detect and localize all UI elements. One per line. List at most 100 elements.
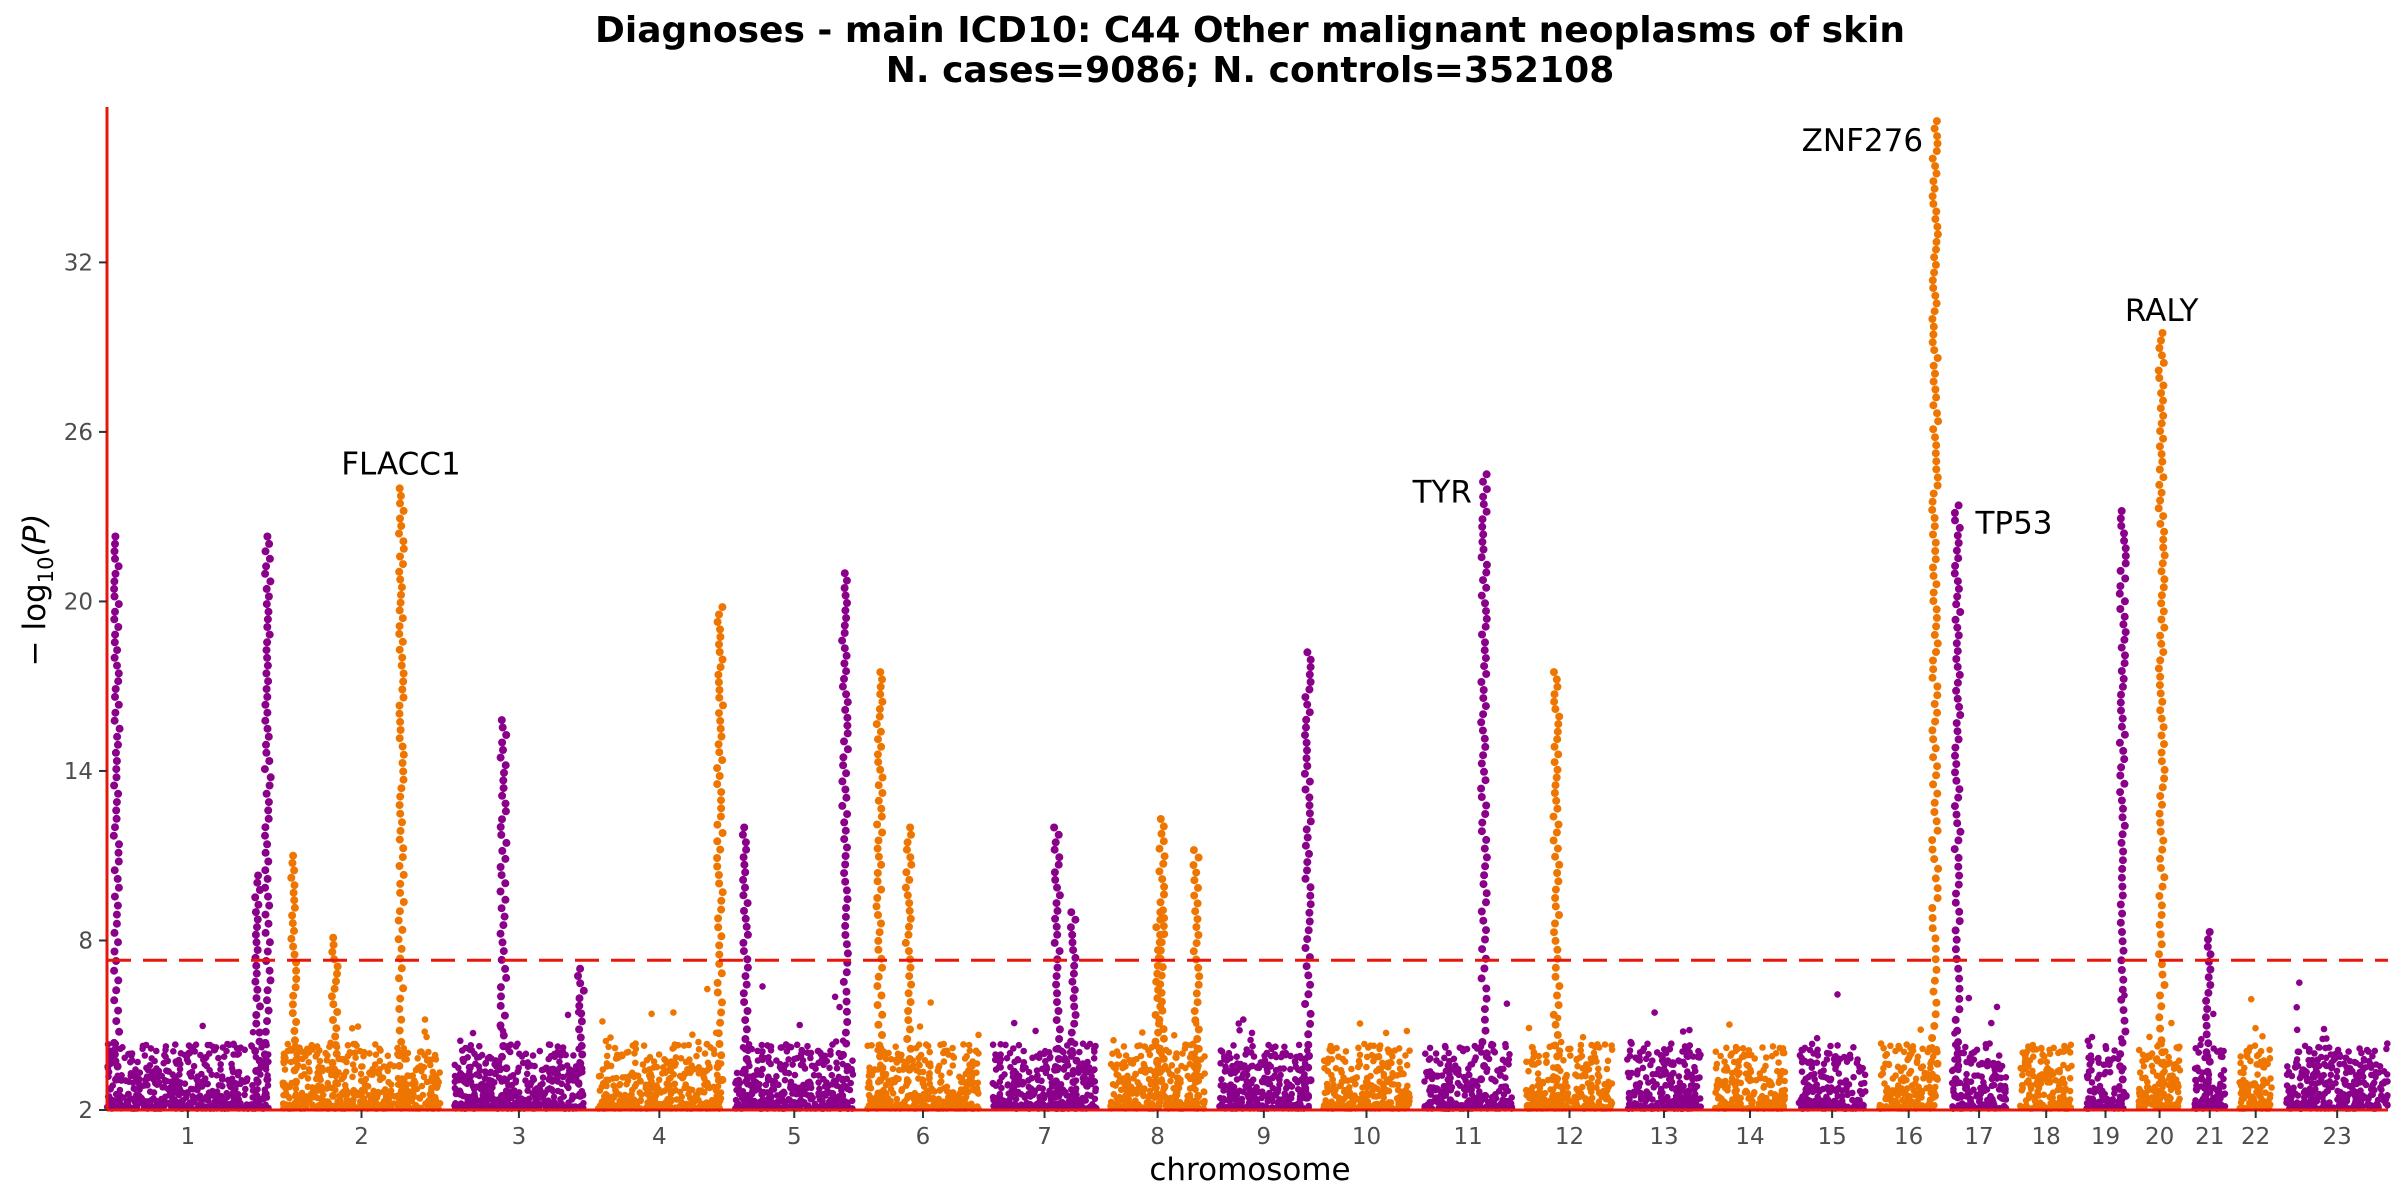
snp-point	[1363, 1063, 1370, 1071]
snp-point	[1235, 1020, 1242, 1027]
snp-point	[515, 1064, 522, 1072]
snp-point	[414, 1055, 422, 1062]
snp-point	[1628, 1040, 1635, 1047]
snp-point	[849, 1057, 856, 1064]
snp-point	[816, 1096, 824, 1103]
snp-point	[659, 1100, 667, 1108]
snp-point	[1489, 1100, 1496, 1108]
snp-point	[1668, 1084, 1676, 1092]
snp-point	[243, 1075, 251, 1082]
snp-point	[630, 1073, 638, 1081]
snp-point	[1034, 1072, 1041, 1079]
snp-point	[966, 1047, 974, 1054]
snp-point	[1091, 1095, 1099, 1103]
snp-point	[1567, 1052, 1574, 1059]
snp-point	[1122, 1086, 1130, 1094]
snp-point	[396, 1081, 404, 1089]
snp-point	[1435, 1086, 1442, 1093]
snp-point	[457, 1037, 464, 1045]
snp-point	[536, 1047, 544, 1055]
snp-point	[1466, 1071, 1473, 1079]
snp-point	[1154, 1102, 1162, 1110]
snp-point	[898, 1087, 905, 1095]
snp-point	[1287, 1101, 1294, 1108]
snp-point	[924, 1042, 932, 1050]
snp-point	[150, 1069, 157, 1076]
snp-point	[1594, 1078, 1602, 1086]
snp-point	[1218, 1076, 1225, 1083]
snp-point	[1002, 1041, 1009, 1049]
snp-point	[372, 1051, 380, 1058]
snp-point	[512, 1043, 520, 1050]
snp-point	[917, 1051, 925, 1059]
snp-point	[135, 1075, 143, 1083]
snp-point	[125, 1050, 132, 1058]
snp-point	[1110, 1091, 1118, 1098]
snp-point	[330, 1102, 337, 1110]
snp-point	[548, 1101, 555, 1109]
snp-point	[1823, 1056, 1831, 1063]
snp-point	[1248, 1029, 1256, 1037]
snp-point	[945, 1051, 952, 1058]
snp-point	[356, 1047, 364, 1055]
snp-point	[833, 1065, 841, 1072]
snp-point	[975, 1031, 982, 1039]
snp-point	[186, 1049, 194, 1057]
snp-point	[235, 1068, 243, 1076]
snp-point	[1718, 1095, 1725, 1103]
snp-point	[1183, 1041, 1190, 1049]
snp-point	[131, 1085, 139, 1093]
snp-point	[356, 1090, 363, 1098]
snp-point	[1675, 1098, 1682, 1106]
snp-point	[762, 1081, 770, 1089]
snp-point	[470, 1102, 478, 1109]
snp-point	[372, 1041, 379, 1048]
snp-point	[479, 1096, 487, 1103]
snp-point	[410, 1077, 418, 1084]
snp-point	[816, 1085, 823, 1093]
snp-point	[1173, 1091, 1181, 1099]
snp-point	[141, 1052, 149, 1059]
snp-point	[1655, 1066, 1662, 1073]
snp-point	[798, 1046, 806, 1054]
snp-point	[119, 1044, 126, 1051]
snp-point	[1529, 1061, 1536, 1068]
snp-point	[360, 1052, 367, 1060]
snp-point	[316, 1057, 324, 1065]
snp-point	[1141, 1043, 1149, 1050]
snp-point	[1241, 1062, 1248, 1069]
snp-point	[242, 1085, 249, 1093]
snp-point	[1734, 1045, 1741, 1053]
snp-point	[1247, 1063, 1255, 1070]
snp-point	[899, 1066, 907, 1073]
snp-point	[963, 1053, 970, 1060]
snp-point	[1427, 1055, 1434, 1062]
snp-point	[1236, 1027, 1243, 1034]
snp-point	[1584, 1080, 1592, 1087]
snp-point	[351, 1040, 359, 1048]
snp-point	[781, 1076, 789, 1084]
snp-point	[374, 1068, 382, 1075]
snp-point	[144, 1066, 152, 1074]
snp-point	[1691, 1090, 1699, 1098]
snp-point	[1170, 1100, 1178, 1108]
snp-point	[868, 1042, 875, 1049]
snp-point	[1535, 1059, 1542, 1066]
snp-point	[1020, 1059, 1028, 1066]
snp-point	[1447, 1074, 1454, 1082]
snp-point	[563, 1082, 571, 1090]
snp-point	[1076, 1048, 1083, 1056]
snp-point	[300, 1063, 307, 1071]
snp-point	[1141, 1063, 1148, 1070]
snp-point	[565, 1077, 572, 1085]
snp-point	[1469, 1077, 1476, 1085]
snp-point	[332, 1086, 339, 1094]
snp-point	[1490, 1047, 1497, 1055]
snp-point	[1250, 1053, 1258, 1060]
snp-point	[1092, 1042, 1099, 1050]
snp-point	[833, 1059, 840, 1066]
snp-point	[1588, 1094, 1596, 1102]
snp-point	[160, 1097, 168, 1105]
snp-point	[1355, 1057, 1363, 1065]
snp-point	[940, 1040, 947, 1048]
